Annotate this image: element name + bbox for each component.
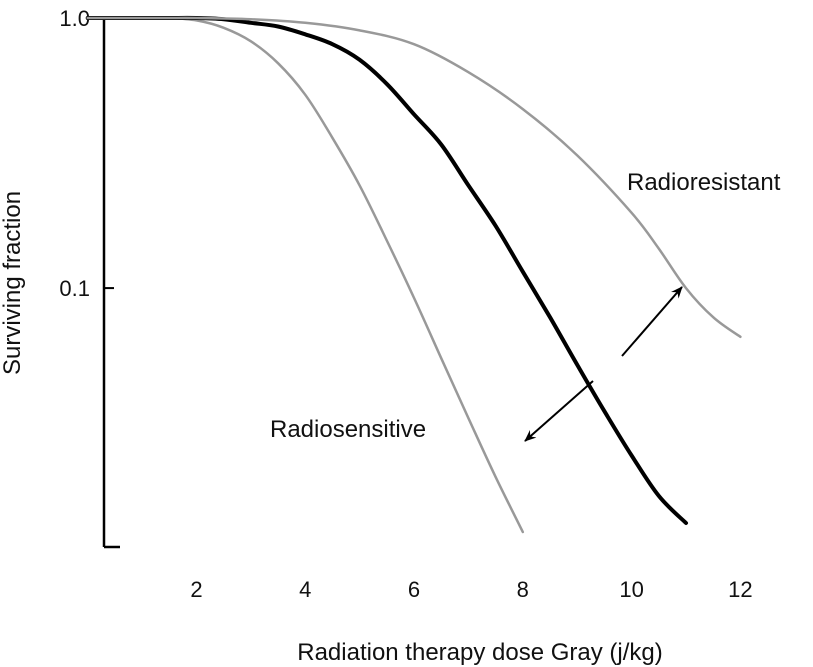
shift-arrows (524, 286, 683, 442)
x-tick-label: 12 (728, 577, 752, 602)
x-tick-label: 8 (517, 577, 529, 602)
series-radiosensitive (86, 16, 525, 534)
y-tick-labels: 1.0 0.1 (59, 6, 114, 301)
annotation-radiosensitive: Radiosensitive (270, 416, 426, 443)
annotation-radioresistant: Radioresistant (627, 169, 781, 196)
x-tick-label: 10 (619, 577, 643, 602)
x-axis-title: Radiation therapy dose Gray (j/kg) (297, 639, 663, 666)
x-tick-label: 2 (190, 577, 202, 602)
y-axis-title: Surviving fraction (0, 191, 26, 375)
y-tick-label: 0.1 (59, 276, 90, 301)
arrow-toward-radiosensitive (524, 380, 594, 442)
series-reference (85, 15, 688, 525)
axes (102, 18, 120, 549)
series-radioresistant (86, 16, 742, 339)
arrow-toward-radioresistant (621, 286, 683, 357)
y-tick-label: 1.0 (59, 6, 90, 31)
series-lines (85, 15, 742, 534)
x-tick-label: 4 (299, 577, 311, 602)
x-tick-labels: 2 4 6 8 10 12 (190, 577, 752, 602)
x-tick-label: 6 (408, 577, 420, 602)
